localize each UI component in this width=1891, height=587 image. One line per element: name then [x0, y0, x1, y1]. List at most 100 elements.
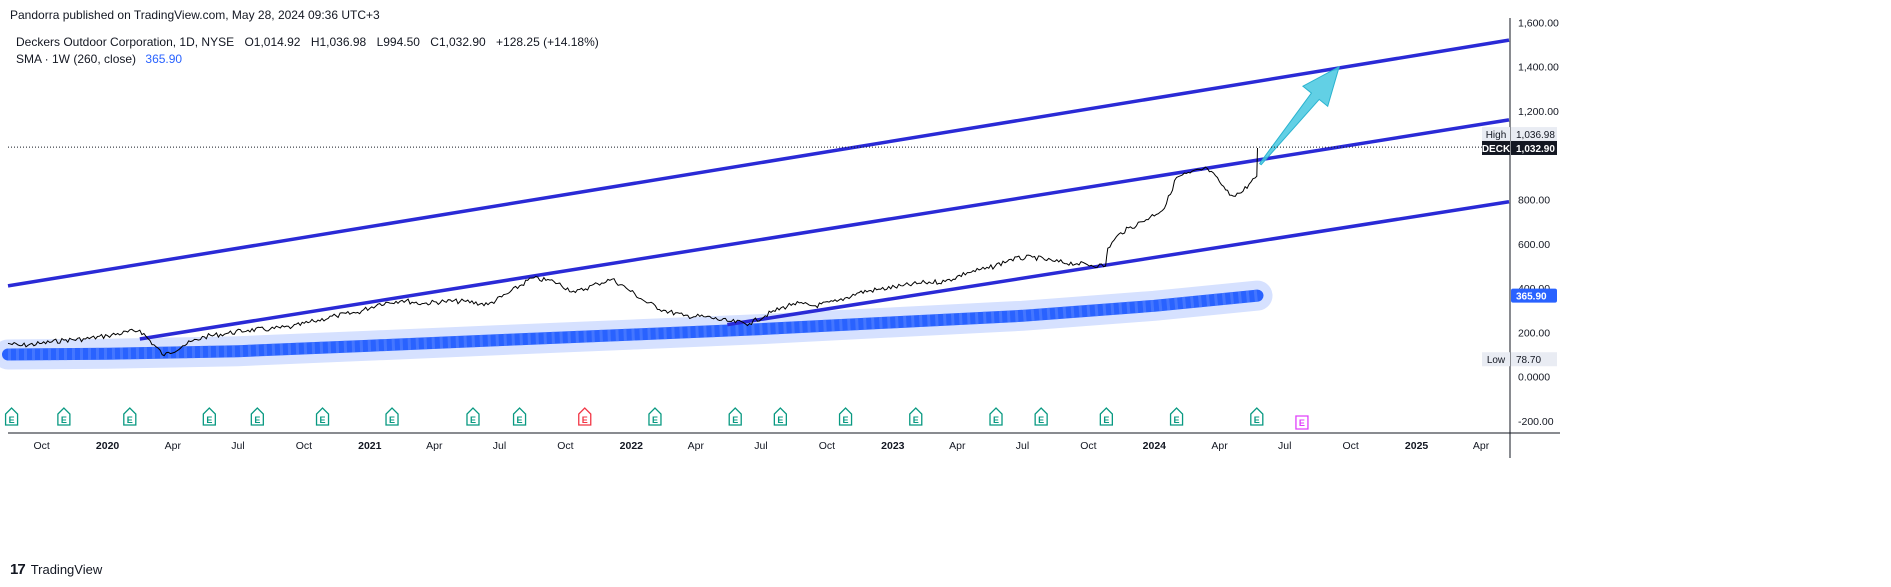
- earnings-marker-shape: [1169, 407, 1184, 426]
- earnings-marker-icon[interactable]: E: [315, 407, 330, 426]
- earnings-marker-icon[interactable]: E: [1250, 407, 1264, 426]
- earnings-marker-icon[interactable]: E: [773, 407, 788, 426]
- price-label-tag: DECK: [1482, 144, 1511, 155]
- x-tick-label: Apr: [1473, 440, 1490, 452]
- trend-line-layer: [7, 38, 1510, 341]
- earnings-marker-icon[interactable]: E: [578, 407, 592, 426]
- earnings-marker-letter: E: [843, 415, 849, 425]
- earnings-marker-icon[interactable]: E: [466, 407, 480, 426]
- price-label-tag-bg: [1482, 352, 1510, 367]
- earnings-marker-icon[interactable]: E: [57, 407, 71, 426]
- y-tick-label: -200.00: [1518, 416, 1554, 428]
- ohlc-close: C1,032.90: [430, 35, 486, 49]
- earnings-marker-icon[interactable]: E: [202, 407, 216, 426]
- earnings-marker-shape: [838, 407, 853, 426]
- projection-arrow[interactable]: [1258, 65, 1341, 166]
- x-tick-label: Jul: [231, 440, 244, 452]
- price-label-value: 1,036.98: [1516, 130, 1555, 141]
- earnings-marker-shape: [202, 407, 216, 426]
- earnings-marker-icon[interactable]: E: [909, 407, 923, 426]
- earnings-marker-icon[interactable]: E: [648, 407, 662, 426]
- price-change: +128.25 (+14.18%): [496, 35, 599, 49]
- price-label-value-bg: [1511, 140, 1557, 155]
- earnings-marker-icon[interactable]: E: [385, 407, 399, 426]
- earnings-marker-icon[interactable]: E: [4, 407, 19, 426]
- earnings-marker-shape: [578, 407, 592, 426]
- symbol-name[interactable]: Deckers Outdoor Corporation, 1D, NYSE: [16, 35, 235, 49]
- tradingview-logo-icon: 17: [10, 561, 26, 578]
- x-tick-label: 2024: [1143, 440, 1167, 452]
- price-label-tag-bg: [1482, 140, 1510, 155]
- earnings-marker-shape: [1099, 407, 1113, 426]
- earnings-marker-letter: E: [320, 415, 326, 425]
- earnings-marker-shape: [728, 407, 742, 426]
- brand-name: TradingView: [30, 562, 103, 577]
- earnings-marker-shape: [989, 407, 1003, 426]
- price-line[interactable]: [7, 147, 1258, 357]
- earnings-marker-shape: [123, 407, 137, 426]
- x-tick-label: 2022: [620, 440, 644, 452]
- trend-line-3[interactable]: [727, 200, 1510, 327]
- earnings-marker-shape: [466, 407, 480, 426]
- earnings-marker-shape: [1295, 415, 1309, 430]
- earnings-marker-letter: E: [1174, 415, 1180, 425]
- earnings-marker-shape: [385, 407, 399, 426]
- earnings-marker-icon[interactable]: E: [512, 407, 527, 426]
- axes-layer: 1,600.001,400.001,200.00800.00600.00400.…: [8, 17, 1560, 458]
- earnings-marker-icon[interactable]: E: [989, 407, 1003, 426]
- x-tick-label: 2023: [881, 440, 905, 452]
- price-label-tag-bg: [1482, 127, 1510, 142]
- earnings-marker-icon[interactable]: E: [1034, 407, 1048, 426]
- earnings-marker-shape: [909, 407, 923, 426]
- earnings-marker-shape: [512, 407, 527, 426]
- price-label-tag: High: [1486, 130, 1507, 141]
- y-tick-label: 200.00: [1518, 327, 1550, 339]
- x-tick-label: Apr: [1211, 440, 1228, 452]
- earnings-marker-icon[interactable]: E: [1295, 415, 1309, 430]
- earnings-marker-icon[interactable]: E: [250, 407, 264, 426]
- price-line-layer: [7, 147, 1258, 357]
- x-tick-label: Apr: [426, 440, 443, 452]
- price-label-value: 1,032.90: [1516, 144, 1555, 155]
- earnings-marker-letter: E: [127, 415, 133, 425]
- x-tick-label: Oct: [34, 440, 50, 452]
- earnings-marker-icon[interactable]: E: [1099, 407, 1113, 426]
- earnings-marker-icon[interactable]: E: [838, 407, 853, 426]
- price-label-value-bg: [1511, 352, 1557, 367]
- earnings-marker-letter: E: [582, 415, 588, 425]
- x-tick-label: Jul: [493, 440, 506, 452]
- ohlc-low: L994.50: [376, 35, 420, 49]
- x-tick-label: Oct: [819, 440, 835, 452]
- y-tick-label: 1,400.00: [1518, 62, 1559, 74]
- price-label-value-bg: [1511, 288, 1557, 303]
- earnings-marker-letter: E: [206, 415, 212, 425]
- x-tick-label: 2025: [1405, 440, 1429, 452]
- symbol-row: Deckers Outdoor Corporation, 1D, NYSE O1…: [16, 34, 599, 51]
- earnings-marker-letter: E: [61, 415, 67, 425]
- tradingview-brand[interactable]: 17 TradingView: [10, 561, 102, 578]
- earnings-marker-icon[interactable]: E: [123, 407, 137, 426]
- ohlc-high: H1,036.98: [310, 35, 367, 49]
- price-label-value: 78.70: [1516, 355, 1541, 366]
- indicator-name[interactable]: SMA · 1W (260, close): [16, 52, 137, 66]
- price-label-high: High 1,036.98: [1482, 127, 1557, 142]
- earnings-marker-shape: [1034, 407, 1048, 426]
- trend-line-1[interactable]: [7, 38, 1510, 288]
- x-tick-label: Apr: [165, 440, 182, 452]
- trend-line-2[interactable]: [139, 118, 1510, 341]
- ohlc-open: O1,014.92: [244, 35, 301, 49]
- earnings-marker-letter: E: [517, 415, 523, 425]
- earnings-marker-shape: [57, 407, 71, 426]
- x-tick-label: Apr: [949, 440, 966, 452]
- x-tick-label: Apr: [688, 440, 705, 452]
- x-tick-label: Jul: [1016, 440, 1029, 452]
- earnings-marker-icon[interactable]: E: [1169, 407, 1184, 426]
- earnings-marker-letter: E: [993, 415, 999, 425]
- x-tick-label: Oct: [557, 440, 573, 452]
- earnings-marker-icon[interactable]: E: [728, 407, 742, 426]
- price-label-low: Low 78.70: [1482, 352, 1557, 367]
- projection-arrow-layer: [1258, 65, 1341, 166]
- x-tick-label: Oct: [1342, 440, 1358, 452]
- earnings-marker-letter: E: [1038, 415, 1044, 425]
